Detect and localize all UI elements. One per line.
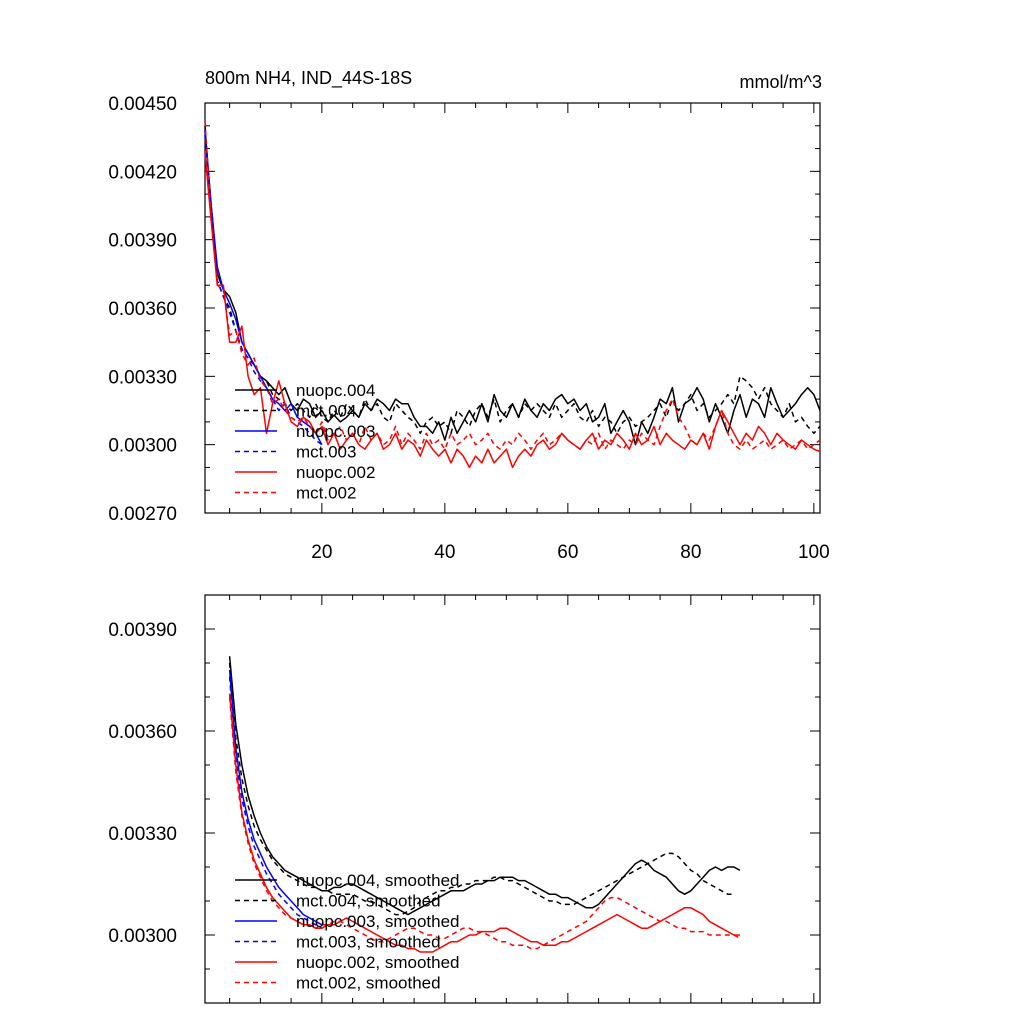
units-label: mmol/m^3 (740, 72, 822, 92)
legend-label-mct-002-smoothed: mct.002, smoothed (296, 974, 441, 993)
y-tick-label: 0.00330 (108, 824, 177, 845)
series-line-mct-002 (204, 121, 821, 450)
series-line-mct-003-smoothed (228, 676, 323, 929)
y-tick-label: 0.00450 (108, 94, 177, 115)
legend-label-nuopc-002-smoothed: nuopc.002, smoothed (296, 953, 460, 972)
legend-label-mct-003: mct.003 (296, 443, 356, 462)
y-tick-label: 0.00360 (108, 299, 177, 320)
y-tick-label: 0.00300 (108, 926, 177, 947)
series-line-mct-004 (204, 125, 821, 435)
legend-label-mct-004-smoothed: mct.004, smoothed (296, 892, 441, 911)
y-tick-label: 0.00330 (108, 367, 177, 388)
x-tick-label: 80 (680, 542, 701, 563)
legend-label-nuopc-002: nuopc.002 (296, 463, 375, 482)
legend-label-nuopc-003-smoothed: nuopc.003, smoothed (296, 912, 460, 931)
y-tick-label: 0.00360 (108, 722, 177, 743)
legend-label-mct-004: mct.004 (296, 402, 356, 421)
series-line-nuopc-003-smoothed (228, 669, 323, 926)
y-tick-label: 0.00270 (108, 504, 177, 525)
y-tick-label: 0.00390 (108, 620, 177, 641)
legend-label-nuopc-004-smoothed: nuopc.004, smoothed (296, 871, 460, 890)
top-panel: 800m NH4, IND_44S-18S mmol/m^3 0.00270 0.… (108, 68, 829, 563)
legend-label-mct-003-smoothed: mct.003, smoothed (296, 933, 441, 952)
legend-label-mct-002: mct.002 (296, 484, 356, 503)
x-tick-label: 40 (434, 542, 455, 563)
legend-label-nuopc-004: nuopc.004 (296, 381, 375, 400)
legend-label-nuopc-003: nuopc.003 (296, 422, 375, 441)
x-tick-label: 100 (798, 542, 830, 563)
series-line-mct-004-smoothed (228, 662, 734, 916)
y-tick-label: 0.00300 (108, 436, 177, 457)
x-tick-label: 60 (557, 542, 578, 563)
y-tick-label: 0.00390 (108, 231, 177, 252)
chart-title: 800m NH4, IND_44S-18S (205, 68, 412, 89)
bottom-panel: 0.00300 0.00330 0.00360 0.00390 nuopc.004, s… (108, 594, 821, 1004)
y-tick-label: 0.00420 (108, 162, 177, 183)
series-line-mct-002-smoothed (228, 696, 741, 950)
x-tick-label: 20 (311, 542, 332, 563)
